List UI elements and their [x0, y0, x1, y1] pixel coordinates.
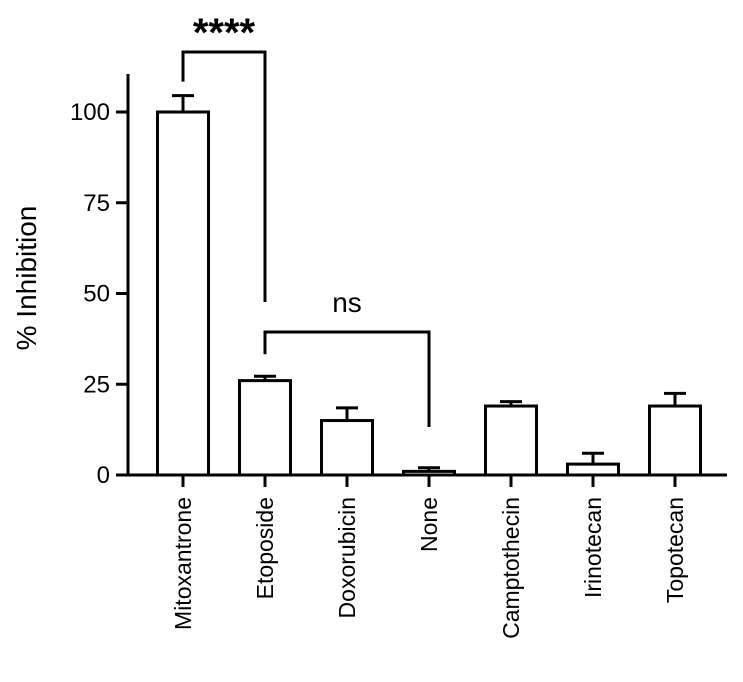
x-tick-label: None: [416, 497, 442, 552]
error-bar-etoposide: [254, 374, 276, 381]
x-tick-label: Camptothecin: [498, 497, 524, 639]
x-tick-label: Doxorubicin: [334, 497, 360, 618]
bracket-line: [263, 330, 431, 427]
x-tick-label: Irinotecan: [580, 497, 606, 598]
error-bar-topotecan: [664, 391, 686, 407]
y-tick-label: 100: [70, 99, 110, 126]
x-tick-label: Mitoxantrone: [170, 497, 196, 630]
y-tick-label: 50: [83, 281, 110, 308]
y-tick-label: 0: [97, 462, 110, 489]
bar-doxorubicin: [320, 419, 374, 477]
error-bar-none: [418, 466, 440, 472]
x-axis: Mitoxantrone Etoposide Doxorubicin None Camp…: [126, 473, 727, 639]
y-tick-label: 75: [83, 190, 110, 217]
y-axis: 0 25 50 75 100: [70, 74, 130, 489]
significance-annotations: **** ns: [181, 11, 431, 427]
bar-mitoxantrone: [156, 110, 210, 477]
error-bar-irinotecan: [582, 451, 604, 465]
bar-etoposide: [238, 379, 292, 477]
bracket-line: [181, 50, 267, 302]
error-bar-doxorubicin: [336, 406, 358, 421]
bar-topotecan: [648, 404, 702, 477]
significance-bracket: ns: [263, 287, 431, 427]
x-tick-label: Etoposide: [252, 497, 278, 599]
y-tick-label: 25: [83, 371, 110, 398]
significance-label: ****: [193, 11, 256, 55]
significance-bracket: ****: [181, 11, 267, 302]
y-axis-title: % Inhibition: [11, 206, 42, 351]
bar-camptothecin: [484, 404, 538, 477]
significance-label: ns: [332, 287, 362, 318]
x-tick-label: Topotecan: [662, 497, 688, 603]
error-bar-mitoxantrone: [172, 94, 194, 112]
bar-irinotecan: [566, 462, 620, 477]
error-bar-camptothecin: [500, 400, 522, 407]
